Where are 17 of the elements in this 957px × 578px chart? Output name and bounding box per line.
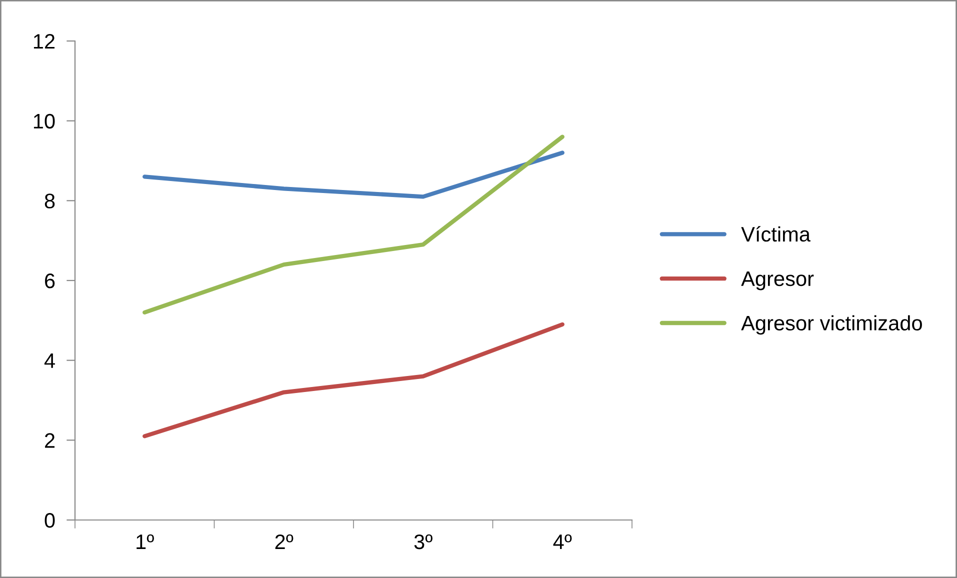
x-tick-label: 3º <box>414 534 432 550</box>
legend-label: Agresor victimizado <box>741 315 922 335</box>
y-tick-label: 8 <box>44 194 55 208</box>
y-tick-label: 10 <box>34 114 55 129</box>
legend-label: Víctima <box>741 226 811 242</box>
y-tick-label: 2 <box>45 433 55 448</box>
y-tick-label: 6 <box>45 274 55 288</box>
y-tick-label: 12 <box>34 34 55 49</box>
x-tick-label: 4º <box>553 534 572 549</box>
line-series <box>142 134 564 315</box>
line-series <box>142 150 564 199</box>
y-tick-label: 0 <box>44 513 55 528</box>
x-tick-label: 1º <box>136 534 154 549</box>
x-tick-label: 2º <box>275 534 294 549</box>
legend-label: Agresor <box>741 272 814 290</box>
line-series <box>142 322 564 438</box>
y-tick-label: 4 <box>44 354 55 368</box>
